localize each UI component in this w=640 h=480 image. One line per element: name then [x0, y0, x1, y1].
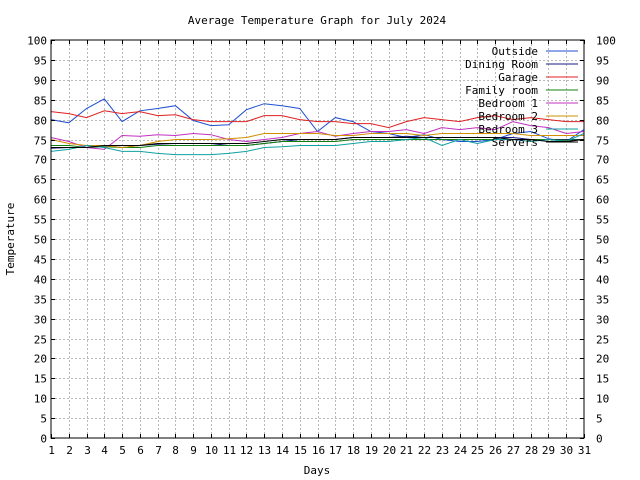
- y-tick-label-left: 80: [34, 115, 47, 128]
- y-tick-label-right: 50: [596, 234, 609, 247]
- x-tick-label: 27: [507, 444, 520, 457]
- legend-label-dining-room: Dining Room: [465, 58, 538, 71]
- y-tick-label-left: 65: [34, 174, 47, 187]
- x-tick-label: 28: [525, 444, 538, 457]
- y-tick-label-right: 80: [596, 115, 609, 128]
- x-tick-label: 15: [294, 444, 307, 457]
- x-tick-label: 6: [137, 444, 144, 457]
- x-tick-label: 11: [223, 444, 236, 457]
- legend-label-bedroom-2: Bedroom 2: [478, 110, 538, 123]
- x-tick-label: 7: [155, 444, 162, 457]
- y-tick-label-right: 65: [596, 174, 609, 187]
- legend-label-servers: Servers: [492, 136, 538, 149]
- y-tick-label-right: 35: [596, 294, 609, 307]
- y-tick-label-left: 55: [34, 214, 47, 227]
- x-tick-label: 1: [48, 444, 55, 457]
- y-tick-label-left: 15: [34, 373, 47, 386]
- y-tick-label-right: 75: [596, 135, 609, 148]
- series-line-bedroom-1: [50, 121, 585, 150]
- y-tick-label-left: 20: [34, 353, 47, 366]
- y-tick-label-right: 25: [596, 334, 609, 347]
- y-tick-label-right: 95: [596, 55, 609, 68]
- y-tick-label-left: 35: [34, 294, 47, 307]
- y-tick-label-right: 70: [596, 154, 609, 167]
- x-tick-label: 24: [454, 444, 468, 457]
- x-tick-label: 30: [560, 444, 573, 457]
- legend-label-bedroom-1: Bedroom 1: [478, 97, 538, 110]
- x-tick-label: 2: [66, 444, 73, 457]
- x-tick-label: 17: [329, 444, 342, 457]
- x-tick-label: 26: [489, 444, 502, 457]
- x-tick-label: 25: [471, 444, 484, 457]
- y-tick-label-left: 5: [40, 413, 47, 426]
- y-tick-label-left: 25: [34, 334, 47, 347]
- x-tick-label: 31: [578, 444, 591, 457]
- y-tick-label-left: 45: [34, 254, 47, 267]
- x-tick-label: 16: [312, 444, 325, 457]
- x-tick-label: 10: [205, 444, 218, 457]
- y-axis-label: Temperature: [4, 203, 17, 276]
- y-tick-label-right: 85: [596, 95, 609, 108]
- y-tick-label-right: 45: [596, 254, 609, 267]
- y-tick-label-left: 75: [34, 135, 47, 148]
- y-tick-label-right: 30: [596, 314, 609, 327]
- x-tick-label: 22: [418, 444, 431, 457]
- y-tick-label-right: 20: [596, 353, 609, 366]
- y-tick-label-left: 100: [27, 35, 47, 48]
- y-tick-label-left: 95: [34, 55, 47, 68]
- grid: [51, 40, 584, 438]
- x-tick-label: 12: [240, 444, 253, 457]
- x-tick-label: 14: [276, 444, 290, 457]
- y-tick-label-left: 30: [34, 314, 47, 327]
- y-tick-label-right: 90: [596, 75, 609, 88]
- x-tick-label: 18: [347, 444, 360, 457]
- legend-label-outside: Outside: [492, 45, 538, 58]
- x-tick-label: 23: [436, 444, 449, 457]
- y-tick-label-left: 70: [34, 154, 47, 167]
- legend-label-bedroom-3: Bedroom 3: [478, 123, 538, 136]
- y-tick-label-left: 50: [34, 234, 47, 247]
- chart-title: Average Temperature Graph for July 2024: [188, 14, 447, 27]
- axis-ticks: 1 2 3 4 5 6 7 8 9 10 11 12 13 14 15 16 17 18 19 20 21 22 23 24 2…: [27, 35, 616, 458]
- y-tick-label-left: 85: [34, 95, 47, 108]
- y-tick-label-right: 0: [596, 433, 603, 446]
- y-tick-label-right: 40: [596, 274, 609, 287]
- y-tick-label-right: 55: [596, 214, 609, 227]
- legend-label-family-room: Family room: [465, 84, 538, 97]
- y-tick-label-left: 10: [34, 393, 47, 406]
- x-tick-label: 9: [190, 444, 197, 457]
- series-line-bedroom-3: [50, 133, 585, 156]
- y-tick-label-left: 60: [34, 194, 47, 207]
- y-tick-label-left: 0: [40, 433, 47, 446]
- x-tick-label: 8: [172, 444, 179, 457]
- legend-label-garage: Garage: [498, 71, 538, 84]
- x-tick-label: 3: [84, 444, 91, 457]
- x-tick-label: 4: [101, 444, 108, 457]
- series-lines: [50, 98, 585, 156]
- x-tick-label: 21: [400, 444, 413, 457]
- y-tick-label-right: 100: [596, 35, 616, 48]
- series-line-servers: [51, 137, 585, 148]
- y-tick-label-right: 15: [596, 373, 609, 386]
- y-tick-label-left: 90: [34, 75, 47, 88]
- x-tick-label: 13: [258, 444, 271, 457]
- x-tick-label: 29: [542, 444, 555, 457]
- y-tick-label-right: 10: [596, 393, 609, 406]
- x-tick-label: 5: [119, 444, 126, 457]
- x-tick-label: 19: [365, 444, 378, 457]
- y-tick-label-left: 40: [34, 274, 47, 287]
- y-tick-label-right: 60: [596, 194, 609, 207]
- y-tick-label-right: 5: [596, 413, 603, 426]
- x-tick-label: 20: [383, 444, 396, 457]
- x-axis-label: Days: [304, 464, 331, 477]
- series-line-garage: [50, 110, 584, 129]
